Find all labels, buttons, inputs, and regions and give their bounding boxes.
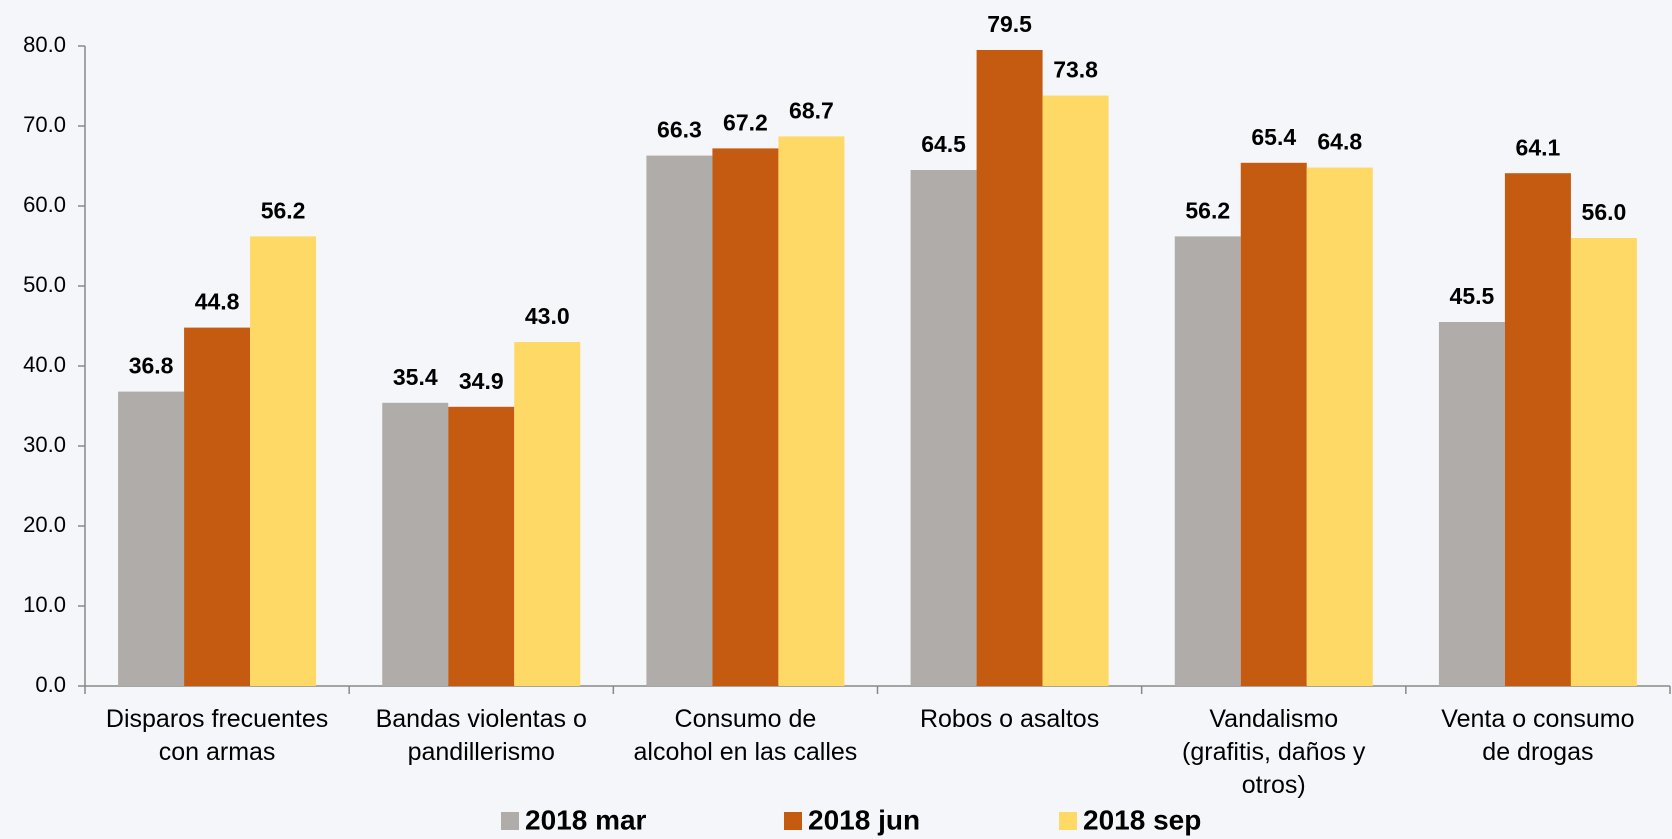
bar	[1504, 173, 1571, 686]
data-label: 67.2	[723, 109, 768, 135]
bar	[712, 148, 779, 686]
y-tick-label: 20.0	[23, 512, 66, 537]
data-label: 34.9	[459, 368, 504, 394]
y-tick-label: 50.0	[23, 272, 66, 297]
y-tick-label: 0.0	[35, 672, 66, 697]
data-label: 79.5	[987, 11, 1032, 37]
bar	[118, 391, 185, 686]
data-label: 64.1	[1516, 134, 1561, 160]
bar	[448, 406, 515, 686]
bar	[514, 342, 581, 686]
bar	[1240, 162, 1307, 687]
data-label: 65.4	[1251, 124, 1296, 150]
y-tick-label: 70.0	[23, 112, 66, 137]
data-label: 44.8	[195, 289, 240, 315]
data-label: 56.2	[1185, 197, 1230, 223]
x-tick-label: Disparos frecuentes con armas	[105, 705, 329, 766]
data-label: 45.5	[1450, 283, 1495, 309]
bar	[1570, 238, 1637, 686]
data-label: 36.8	[129, 353, 174, 379]
x-tick-label: Consumo de alcohol en las calles	[633, 705, 858, 766]
y-tick-label: 10.0	[23, 592, 66, 617]
data-label: 56.2	[261, 197, 306, 223]
bar	[250, 236, 317, 686]
bar	[382, 402, 449, 686]
y-tick-label: 40.0	[23, 352, 66, 377]
x-tick-label: Bandas violentas o pandillerismo	[375, 705, 587, 766]
legend-label: 2018 sep	[1083, 804, 1201, 835]
legend-swatch	[1059, 812, 1077, 830]
data-label: 66.3	[657, 117, 702, 143]
bar	[1042, 95, 1109, 687]
x-tick-label: Venta o consumo de drogas	[1441, 705, 1635, 766]
data-label: 73.8	[1053, 57, 1098, 83]
bar	[184, 327, 251, 686]
legend-swatch	[501, 812, 519, 830]
bar	[1174, 236, 1241, 686]
data-label: 64.8	[1317, 129, 1362, 155]
legend-swatch	[784, 812, 802, 830]
y-tick-label: 60.0	[23, 192, 66, 217]
x-tick-label: Vandalismo (grafitis, daños y otros)	[1182, 705, 1366, 799]
y-tick-label: 80.0	[23, 32, 66, 57]
bar	[910, 170, 977, 686]
data-label: 64.5	[921, 131, 966, 157]
x-tick-label: Robos o asaltos	[919, 705, 1100, 733]
bar	[976, 50, 1043, 686]
bar	[1306, 167, 1373, 687]
y-tick-label: 30.0	[23, 432, 66, 457]
data-label: 35.4	[393, 364, 438, 390]
bar	[778, 136, 845, 686]
legend-label: 2018 mar	[525, 804, 647, 835]
data-label: 68.7	[789, 97, 834, 123]
bar	[646, 155, 713, 687]
legend-label: 2018 jun	[808, 804, 920, 835]
bar	[1438, 322, 1505, 686]
data-label: 43.0	[525, 303, 570, 329]
data-label: 56.0	[1582, 199, 1627, 225]
